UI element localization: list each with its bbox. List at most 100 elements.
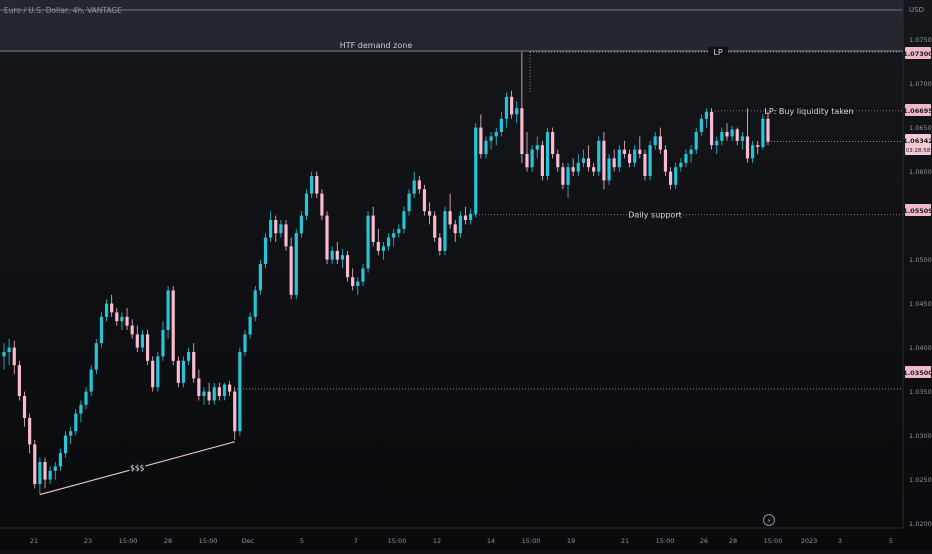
candle[interactable] [84,387,88,410]
candle[interactable] [7,338,11,366]
candle[interactable] [269,211,273,242]
candle[interactable] [253,286,257,322]
candle[interactable] [751,140,755,163]
candle[interactable] [756,140,760,154]
candle[interactable] [151,356,155,392]
candle[interactable] [689,145,693,163]
candle[interactable] [715,136,719,154]
candle[interactable] [299,211,303,238]
candle[interactable] [540,140,544,181]
candle[interactable] [69,426,73,445]
candle[interactable] [766,111,770,146]
candle[interactable] [304,189,309,220]
candle[interactable] [525,132,529,172]
candle[interactable] [725,123,729,141]
candle[interactable] [325,211,329,264]
candle[interactable] [145,330,150,366]
candle[interactable] [181,356,186,388]
candle[interactable] [648,140,652,181]
candle[interactable] [289,237,293,300]
candle[interactable] [361,264,365,286]
candle[interactable] [202,387,206,405]
candle[interactable] [238,347,242,436]
candle[interactable] [740,132,744,150]
candle[interactable] [335,242,339,264]
candle[interactable] [58,448,62,471]
candle[interactable] [12,340,16,374]
candle[interactable] [63,431,68,458]
candle[interactable] [556,149,560,172]
candle[interactable] [633,145,637,168]
candle[interactable] [699,114,703,137]
candle[interactable] [412,171,416,198]
candle[interactable] [351,268,355,291]
candle[interactable] [197,369,201,401]
scroll-to-realtime-icon[interactable]: ⚡ [763,514,775,526]
candle[interactable] [515,101,519,124]
candle[interactable] [125,308,129,330]
candle[interactable] [161,321,165,361]
candle[interactable] [474,123,478,218]
candle[interactable] [284,220,288,251]
candle[interactable] [104,299,109,322]
candle[interactable] [402,206,406,234]
candle[interactable] [704,108,709,128]
candle[interactable] [720,127,724,146]
candle[interactable] [668,167,673,190]
candle[interactable] [22,391,27,427]
candle[interactable] [130,319,134,339]
candle[interactable] [745,108,750,163]
candle[interactable] [735,127,739,146]
htf-demand-zone[interactable] [0,0,903,52]
candle[interactable] [730,125,734,141]
candle[interactable] [315,171,319,198]
candle[interactable] [551,127,555,159]
candle[interactable] [74,409,78,436]
candle[interactable] [658,127,662,154]
candle[interactable] [448,193,452,229]
candle[interactable] [504,92,509,128]
candle[interactable] [94,338,98,374]
candle[interactable] [192,343,196,383]
candle[interactable] [222,382,227,401]
candle[interactable] [166,286,170,339]
candle[interactable] [438,233,442,256]
candle[interactable] [433,211,437,242]
candle[interactable] [135,325,139,352]
candle[interactable] [207,382,211,405]
candle[interactable] [674,162,678,190]
candle[interactable] [310,171,314,198]
candle[interactable] [48,466,52,484]
candle[interactable] [212,382,216,405]
candle[interactable] [443,206,447,256]
candle[interactable] [243,330,247,357]
candle[interactable] [484,136,488,159]
candle[interactable] [607,154,611,185]
candle[interactable] [340,249,345,269]
candle[interactable] [176,356,180,388]
candle[interactable] [663,145,668,176]
candle[interactable] [571,158,575,176]
candle[interactable] [274,215,278,242]
candle[interactable] [602,132,606,190]
candle[interactable] [38,457,42,495]
candle[interactable] [422,184,427,216]
candle[interactable] [371,206,375,247]
candle[interactable] [43,457,47,489]
candle[interactable] [217,382,221,401]
candle[interactable] [417,176,421,194]
candle[interactable] [592,162,596,176]
candle[interactable] [279,220,283,238]
candle[interactable] [520,51,524,163]
candle[interactable] [694,127,698,154]
candle[interactable] [617,145,621,172]
candle[interactable] [140,330,145,352]
candle[interactable] [653,132,657,150]
candle[interactable] [294,228,298,300]
candle[interactable] [115,308,119,326]
candle[interactable] [376,228,380,256]
candle[interactable] [494,127,498,146]
candle[interactable] [622,140,627,159]
candle[interactable] [638,136,642,159]
